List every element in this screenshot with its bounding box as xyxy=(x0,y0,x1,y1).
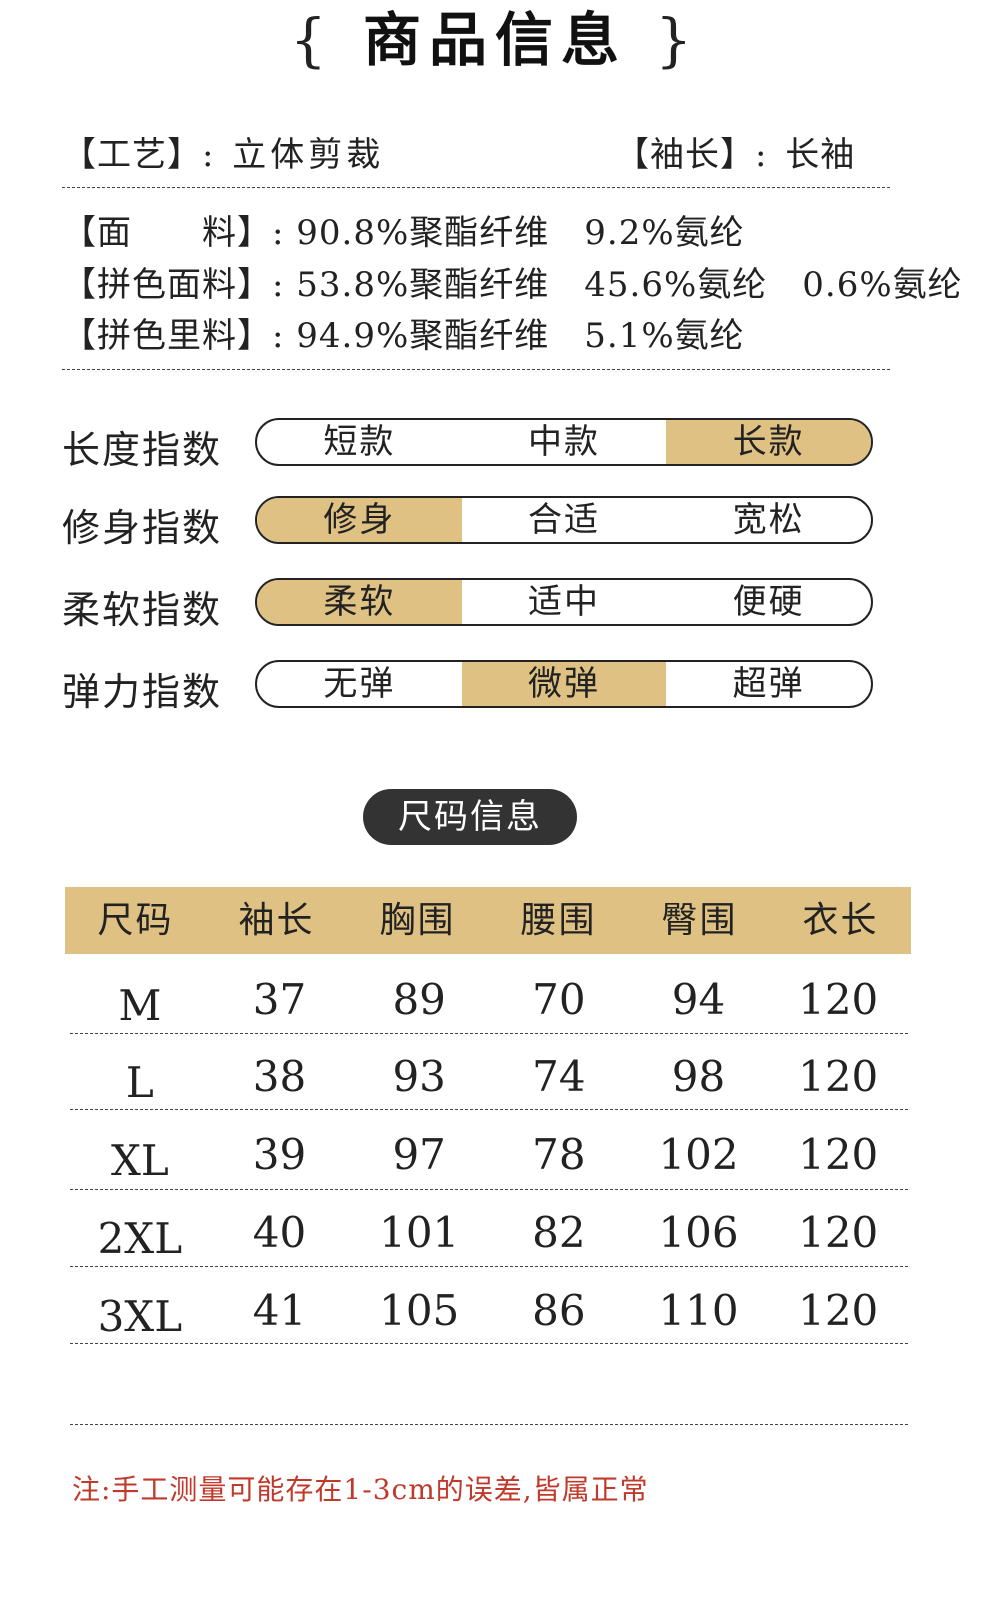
fabric-row: 【面 料】: 90.8%聚酯纤维 9.2%氨纶 xyxy=(62,205,745,254)
table-cell: 39 xyxy=(252,1130,307,1179)
table-cell: 93 xyxy=(392,1052,446,1101)
index-scale: 无弹 微弹 超弹 xyxy=(255,660,873,708)
sleeve-label: 【袖长】: xyxy=(615,135,768,175)
table-cell: 120 xyxy=(798,975,879,1024)
patch-lining-label: 【拼色里料】: xyxy=(62,316,285,356)
table-cell: L xyxy=(125,1058,154,1107)
table-cell: 94 xyxy=(671,975,726,1024)
row-divider xyxy=(70,1343,908,1344)
header-cell: 臀围 xyxy=(661,900,738,941)
table-row: M 37 89 70 94 120 xyxy=(70,975,908,1030)
table-cell: 37 xyxy=(252,975,307,1024)
table-cell: M xyxy=(118,981,162,1030)
craft-label: 【工艺】: xyxy=(62,135,215,175)
header-cell: 腰围 xyxy=(520,900,597,941)
brace-right: } xyxy=(655,6,701,74)
table-cell: 78 xyxy=(532,1130,586,1179)
table-cell: 89 xyxy=(392,975,446,1024)
sleeve-value: 长袖 xyxy=(785,135,856,175)
table-row: L 38 93 74 98 120 xyxy=(70,1052,908,1107)
row-divider xyxy=(70,1266,908,1267)
index-label: 弹力指数 xyxy=(62,670,223,714)
divider xyxy=(62,187,890,188)
index-option: 便硬 xyxy=(732,582,805,622)
index-option: 短款 xyxy=(323,422,396,462)
sleeve-row: 【袖长】: 长袖 xyxy=(615,127,855,176)
table-cell: 120 xyxy=(798,1130,879,1179)
table-row: 3XL 41 105 86 110 120 xyxy=(70,1286,908,1341)
row-divider xyxy=(70,1189,908,1190)
index-label: 长度指数 xyxy=(62,428,223,472)
divider xyxy=(70,1424,908,1425)
table-cell: 105 xyxy=(379,1286,460,1335)
table-cell: 106 xyxy=(658,1208,739,1257)
index-option: 适中 xyxy=(528,582,600,622)
header-cell: 袖长 xyxy=(238,900,315,941)
table-cell: 82 xyxy=(532,1208,586,1257)
index-option-selected: 长款 xyxy=(666,420,871,464)
craft-row: 【工艺】: 立体剪裁 xyxy=(62,127,384,176)
index-label: 柔软指数 xyxy=(62,588,223,632)
index-option: 超弹 xyxy=(732,664,805,704)
table-cell: 98 xyxy=(671,1052,726,1101)
table-cell: XL xyxy=(110,1136,169,1185)
table-cell: 38 xyxy=(252,1052,307,1101)
title-text: 商品信息 xyxy=(362,6,627,74)
divider xyxy=(62,369,890,370)
measurement-note: 注:手工测量可能存在1-3cm的误差,皆属正常 xyxy=(72,1473,649,1506)
index-option: 宽松 xyxy=(732,500,805,540)
table-cell: 70 xyxy=(532,975,586,1024)
patch-lining-row: 【拼色里料】: 94.9%聚酯纤维 5.1%氨纶 xyxy=(62,308,745,357)
row-divider xyxy=(70,1109,908,1110)
header-cell: 尺码 xyxy=(97,900,174,941)
index-scale: 短款 中款 长款 xyxy=(255,418,873,466)
row-divider xyxy=(70,1033,908,1034)
index-option-selected: 微弹 xyxy=(461,662,667,706)
index-option: 合适 xyxy=(528,500,600,540)
index-option: 无弹 xyxy=(323,664,396,704)
table-cell: 120 xyxy=(798,1286,879,1335)
fabric-value: 90.8%聚酯纤维 9.2%氨纶 xyxy=(296,213,745,253)
brace-left: { xyxy=(289,6,335,74)
table-row: 2XL 40 101 82 106 120 xyxy=(70,1208,908,1263)
table-cell: 120 xyxy=(798,1052,879,1101)
table-cell: 2XL xyxy=(97,1214,183,1263)
index-label: 修身指数 xyxy=(62,506,223,550)
table-cell: 3XL xyxy=(97,1292,183,1341)
index-option-selected: 修身 xyxy=(257,498,462,542)
table-cell: 120 xyxy=(798,1208,879,1257)
table-cell: 102 xyxy=(658,1130,739,1179)
patch-fabric-value: 53.8%聚酯纤维 45.6%氨纶 0.6%氨纶 xyxy=(296,265,963,305)
size-table-header: 尺码 袖长 胸围 腰围 臀围 衣长 xyxy=(65,887,911,954)
header-cell: 衣长 xyxy=(802,900,879,941)
index-scale: 修身 合适 宽松 xyxy=(255,496,873,544)
patch-fabric-row: 【拼色面料】: 53.8%聚酯纤维 45.6%氨纶 0.6%氨纶 xyxy=(62,257,963,306)
table-row: XL 39 97 78 102 120 xyxy=(70,1130,908,1185)
table-cell: 74 xyxy=(532,1052,586,1101)
table-cell: 101 xyxy=(379,1208,460,1257)
page-title: { 商品信息 } xyxy=(0,0,990,80)
index-option-selected: 柔软 xyxy=(257,580,462,624)
header-cell: 胸围 xyxy=(379,900,456,941)
table-cell: 110 xyxy=(658,1286,739,1335)
table-cell: 86 xyxy=(532,1286,586,1335)
table-cell: 41 xyxy=(252,1286,307,1335)
table-cell: 97 xyxy=(392,1130,446,1179)
fabric-label: 【面 料】: xyxy=(62,213,285,253)
patch-lining-value: 94.9%聚酯纤维 5.1%氨纶 xyxy=(296,316,745,356)
craft-value: 立体剪裁 xyxy=(232,135,385,175)
index-scale: 柔软 适中 便硬 xyxy=(255,578,873,626)
patch-fabric-label: 【拼色面料】: xyxy=(62,265,285,305)
table-cell: 40 xyxy=(252,1208,307,1257)
size-section-badge: 尺码信息 xyxy=(363,789,577,845)
index-option: 中款 xyxy=(528,422,600,462)
